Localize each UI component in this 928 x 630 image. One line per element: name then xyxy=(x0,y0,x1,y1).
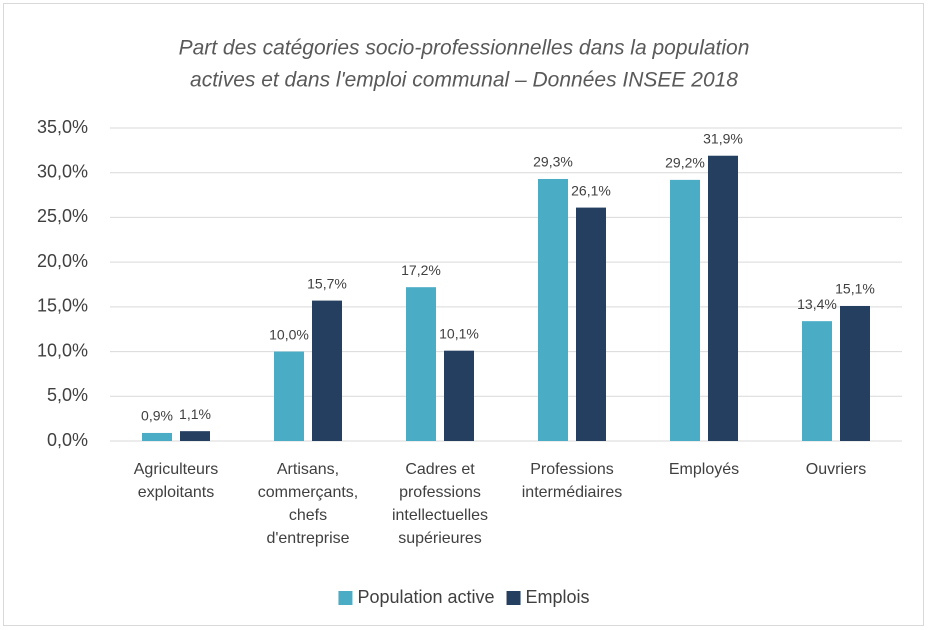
bar xyxy=(142,432,172,441)
y-tick-label: 15,0% xyxy=(37,296,88,316)
y-tick-label: 20,0% xyxy=(37,251,88,271)
value-label: 17,2% xyxy=(401,262,441,278)
y-tick-label: 30,0% xyxy=(37,161,88,181)
value-label: 31,9% xyxy=(703,130,743,146)
y-tick-label: 10,0% xyxy=(37,340,88,360)
y-tick-label: 35,0% xyxy=(37,117,88,137)
value-label: 13,4% xyxy=(797,296,837,312)
chart-title: Part des catégories socio-professionnell… xyxy=(179,37,750,60)
legend-swatch xyxy=(338,591,353,605)
value-label: 0,9% xyxy=(141,408,173,424)
legend-swatch xyxy=(506,591,521,605)
bar xyxy=(576,207,606,441)
bar xyxy=(312,300,342,441)
bar xyxy=(538,178,568,441)
value-label: 15,1% xyxy=(835,281,875,297)
x-tick-label: Professions intermédiaires xyxy=(522,461,622,501)
value-label: 1,1% xyxy=(179,406,211,422)
bar xyxy=(802,321,832,441)
bar xyxy=(406,287,436,441)
value-label: 29,3% xyxy=(533,154,573,170)
y-tick-label: 25,0% xyxy=(37,206,88,226)
legend-label: Population active xyxy=(357,587,494,607)
y-tick-label: 0,0% xyxy=(47,430,88,450)
bar xyxy=(670,179,700,441)
x-tick-label: Ouvriers xyxy=(806,461,866,478)
value-label: 10,0% xyxy=(269,326,309,342)
legend-label: Emplois xyxy=(526,587,590,607)
x-tick-label: Employés xyxy=(669,461,739,478)
value-label: 29,2% xyxy=(665,155,705,171)
value-label: 26,1% xyxy=(571,182,611,198)
bar xyxy=(444,350,474,441)
chart-border xyxy=(3,3,924,626)
bar xyxy=(180,431,210,441)
value-label: 10,1% xyxy=(439,325,479,341)
chart-title: actives et dans l'emploi communal – Donn… xyxy=(190,69,738,92)
x-tick-label: Agriculteurs exploitants xyxy=(134,461,218,501)
x-tick-label: Artisans, commerçants, chefs d'entreprise xyxy=(258,461,358,547)
bar xyxy=(708,155,738,442)
y-tick-label: 5,0% xyxy=(47,385,88,405)
x-tick-label: Cadres et professions intellectuelles supér… xyxy=(392,461,488,547)
bar xyxy=(840,305,870,441)
legend: Population active Emplois xyxy=(338,587,590,607)
value-label: 15,7% xyxy=(307,275,347,291)
bar xyxy=(274,351,304,441)
